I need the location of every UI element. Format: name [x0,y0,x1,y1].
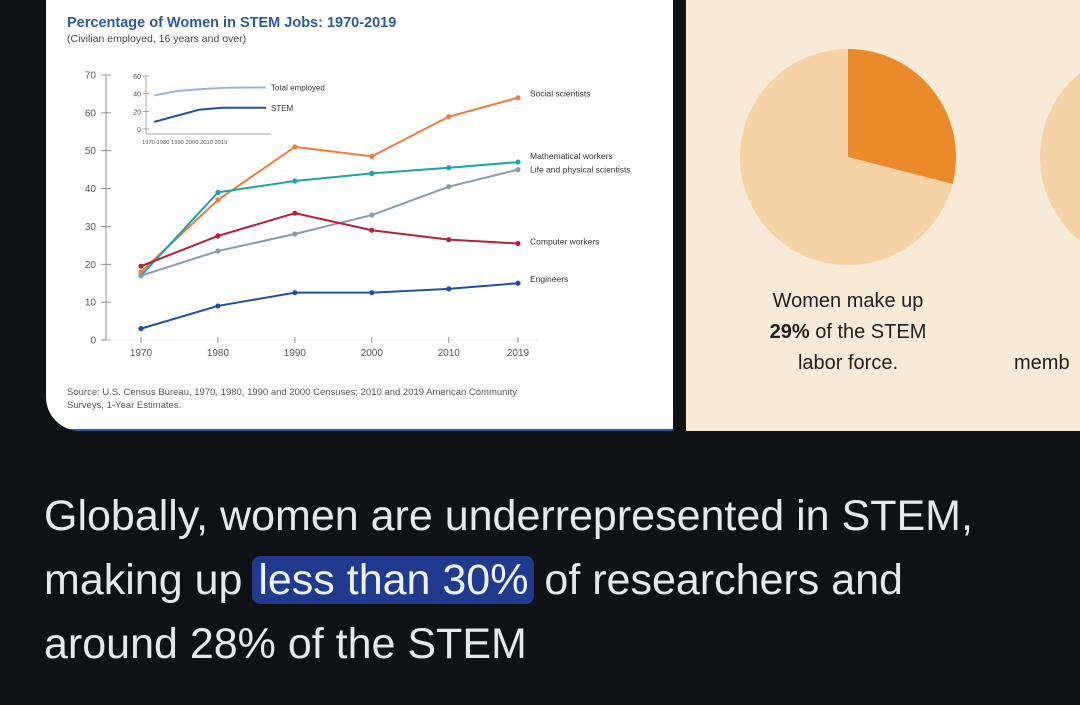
y-tick-label: 20 [85,260,97,271]
series-point [515,280,521,286]
y-tick-label: 70 [85,71,97,82]
series-line [140,96,519,273]
series-point [292,178,298,184]
series-point [369,170,375,177]
pie-women-slice [848,49,956,184]
partial-caption: 19 com memb [968,286,1080,379]
highlighted-statistic[interactable]: less than 30% [252,556,535,604]
series-line [140,282,519,330]
chart-image-card[interactable]: Percentage of Women in STEM Jobs: 1970-2… [46,0,673,431]
series-point [515,95,521,101]
x-tick-label: 2000 [361,348,384,359]
chart-subtitle: (Civilian employed, 16 years and over) [67,33,246,45]
inset-y-tick-label: 40 [133,92,141,99]
inset-y-tick-label: 20 [133,109,141,116]
pie-caption-line-3: labor force. [797,352,899,374]
series-label: Mathematical workers [530,151,613,161]
y-tick-label: 30 [85,222,97,233]
x-tick-label: 1970 [130,348,153,359]
inset-series-line [153,86,266,97]
series-point [215,197,221,203]
series-point [446,237,452,243]
pie-caption-percent: 29% [769,321,810,343]
series-label: Engineers [530,274,568,284]
chart-source-line-2: Surveys, 1-Year Estimates. [67,400,181,411]
series-point [215,303,221,309]
y-tick-label: 50 [85,146,97,157]
series-point [446,184,452,190]
series-line [140,212,519,268]
series-point [515,240,521,247]
card-bottom-rule [46,429,673,431]
series-point [369,153,375,159]
series-point [369,212,375,218]
inset-series-label: STEM [271,104,294,113]
inset-series-line [153,106,266,123]
series-point [138,263,144,269]
series-point [369,227,375,233]
answer-text-part-1: Globally, women are underrepresented in … [44,492,973,604]
y-tick-label: 60 [85,108,97,119]
inset-y-tick-label: 60 [133,74,141,81]
y-tick-label: 0 [90,336,96,347]
series-point [215,248,221,254]
series-label: Computer workers [530,236,599,246]
women-share-pie-chart [740,49,1080,265]
x-tick-label: 2010 [438,348,461,359]
series-point [446,286,452,292]
inset-x-tick-labels: 1970 1980 1990 2000 2010 2019 [142,140,227,146]
series-line [140,168,519,277]
partial-caption-line-3: memb [1014,352,1070,374]
inset-y-tick-label: 0 [137,127,141,134]
partial-pie-rest-slice [1040,73,1080,241]
series-label: Life and physical scientists [530,165,631,175]
series-point [292,210,298,216]
pie-caption: Women make up 29% of the STEM labor forc… [738,286,958,379]
series-point [292,144,298,150]
x-tick-label: 2019 [507,348,530,359]
women-in-stem-line-chart: Percentage of Women in STEM Jobs: 1970-2… [67,15,631,411]
series-point [515,167,521,173]
x-tick-label: 1980 [207,348,230,359]
pie-caption-line-2: of the STEM [809,321,927,343]
series-point [292,290,298,296]
answer-paragraph: Globally, women are underrepresented in … [44,484,1044,676]
series-point [292,231,298,237]
inset-series-label: Total employed [271,83,325,92]
series-point [138,326,144,332]
series-label: Social scientists [530,89,590,99]
series-point [369,290,375,296]
chart-source-line-1: Source: U.S. Census Bureau, 1970, 1980, … [67,387,517,398]
x-tick-label: 1990 [284,348,307,359]
series-point [215,189,221,195]
series-line [140,161,519,277]
pie-caption-line-1: Women make up [772,290,924,312]
series-point [446,165,452,171]
series-point [215,233,221,239]
y-tick-label: 40 [85,184,97,195]
y-tick-label: 10 [85,298,97,309]
series-point [446,114,452,120]
series-point [138,273,144,279]
pie-image-card[interactable]: Women make up 29% of the STEM labor forc… [686,0,1080,431]
series-point [515,159,521,165]
answer-text-part-2: of researchers and around 28% of the STE… [44,556,903,668]
chart-title: Percentage of Women in STEM Jobs: 1970-2… [67,15,396,31]
